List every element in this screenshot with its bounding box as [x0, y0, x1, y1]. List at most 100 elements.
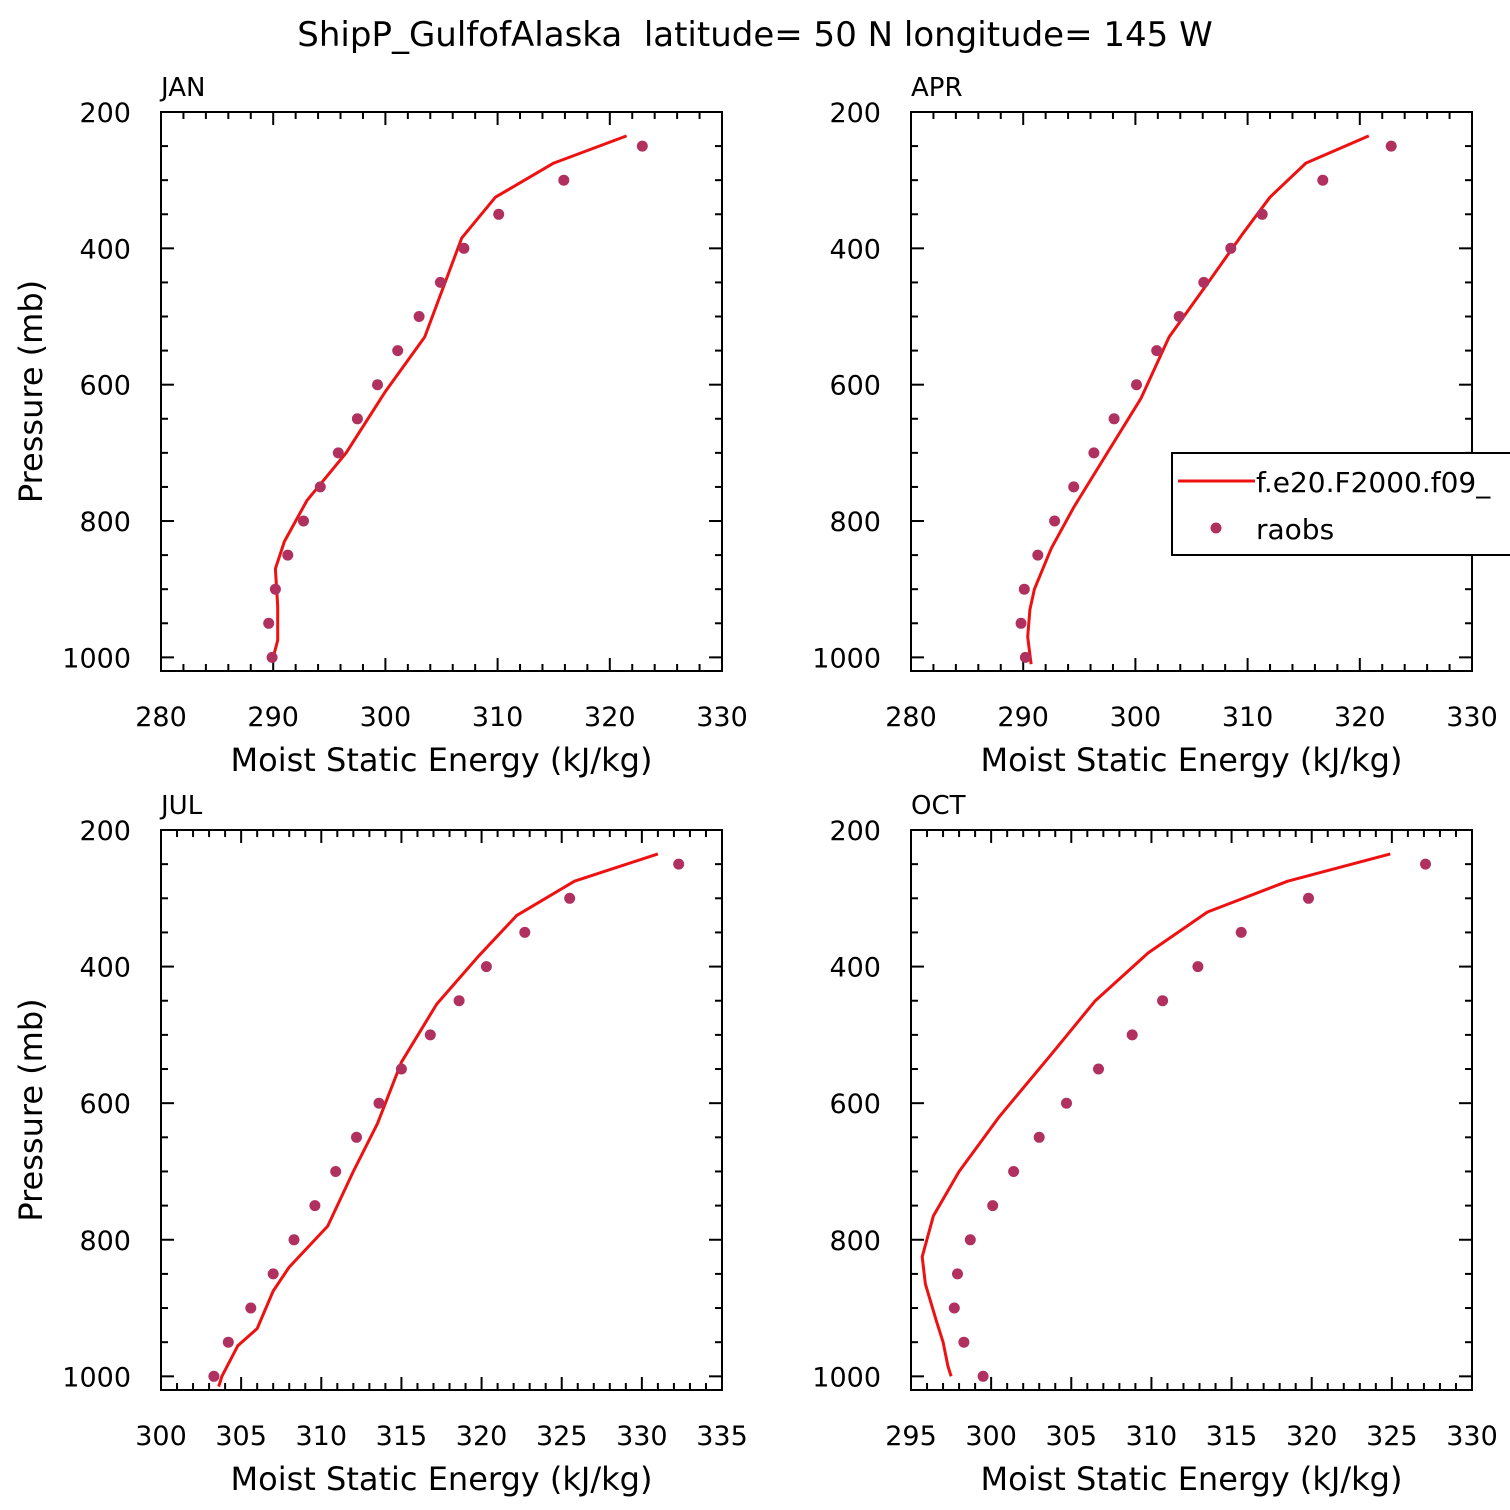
x-tick-label: 325 [1366, 1421, 1418, 1452]
obs-point [222, 1336, 234, 1348]
y-tick-label: 1000 [62, 643, 131, 674]
obs-point [373, 1097, 385, 1109]
obs-point [263, 617, 275, 629]
panel-label: JAN [159, 73, 205, 103]
obs-point [1015, 617, 1027, 629]
obs-point [558, 174, 570, 186]
obs-point [1317, 174, 1329, 186]
obs-point [519, 926, 531, 938]
x-tick-label: 290 [997, 702, 1049, 733]
y-tick-label: 600 [79, 1089, 131, 1120]
x-tick-label: 315 [1206, 1421, 1258, 1452]
y-tick-label: 600 [79, 371, 131, 402]
obs-point [309, 1200, 321, 1212]
y-tick-label: 1000 [812, 1362, 881, 1393]
panel-label: APR [911, 73, 963, 103]
y-tick-label: 200 [79, 816, 131, 847]
obs-point [434, 276, 446, 288]
obs-point [267, 1268, 279, 1280]
x-tick-label: 300 [360, 702, 412, 733]
legend-obs-label: raobs [1256, 513, 1334, 546]
plot-frame [910, 111, 1473, 672]
obs-point [1061, 1097, 1072, 1109]
obs-point [1093, 1063, 1104, 1075]
y-tick-label: 400 [829, 953, 881, 984]
obs-point [1018, 583, 1030, 595]
y-tick-label: 200 [829, 816, 881, 847]
x-tick-label: 305 [215, 1421, 267, 1452]
obs-point [288, 1234, 300, 1246]
obs-point [453, 995, 465, 1007]
figure-title: ShipP_GulfofAlaska latitude= 50 N longit… [297, 15, 1212, 55]
panel-label: JUL [159, 791, 203, 821]
obs-point [1019, 651, 1031, 663]
x-axis-label: Moist Static Energy (kJ/kg) [231, 1460, 653, 1498]
obs-point [1126, 1029, 1138, 1041]
obs-point [269, 583, 281, 595]
model-line [1026, 134, 1370, 665]
obs-point [1068, 481, 1080, 493]
x-tick-label: 290 [247, 702, 299, 733]
model-line [271, 134, 628, 658]
x-axis-label: Moist Static Energy (kJ/kg) [981, 1460, 1403, 1498]
x-tick-label: 310 [1222, 702, 1274, 733]
obs-point [1131, 379, 1142, 391]
legend-obs-marker [1210, 522, 1222, 534]
obs-point [1173, 311, 1185, 322]
y-tick-label: 1000 [812, 643, 881, 674]
obs-point [413, 311, 425, 322]
obs-point [351, 413, 363, 425]
obs-point [1032, 549, 1044, 561]
obs-point [208, 1370, 220, 1382]
y-axis-label: Pressure (mb) [12, 280, 50, 503]
y-tick-label: 600 [829, 371, 881, 402]
y-tick-label: 1000 [62, 1362, 131, 1393]
x-tick-label: 330 [1446, 1421, 1498, 1452]
x-tick-label: 300 [135, 1421, 187, 1452]
obs-point [330, 1166, 342, 1177]
obs-point [977, 1370, 989, 1382]
obs-point [964, 1234, 976, 1246]
x-tick-label: 310 [472, 702, 524, 733]
y-tick-label: 800 [79, 507, 131, 538]
panels-group: JAN 280 290 300 310 320 330 200 400 600 800 1000 Moi… [12, 73, 1498, 1498]
panel-jan: JAN 280 290 300 310 320 330 200 400 600 800 1000 Moi… [12, 73, 748, 779]
obs-point [1256, 208, 1268, 220]
obs-point [1385, 140, 1397, 152]
x-tick-label: 325 [536, 1421, 588, 1452]
obs-point [266, 651, 278, 663]
obs-point [958, 1336, 970, 1348]
y-tick-label: 800 [829, 1226, 881, 1257]
y-tick-label: 200 [829, 98, 881, 129]
x-axis-label: Moist Static Energy (kJ/kg) [231, 741, 653, 779]
obs-point [245, 1302, 257, 1314]
obs-point [673, 858, 685, 870]
obs-point [332, 447, 344, 459]
obs-point [1420, 858, 1431, 870]
panel-label: OCT [911, 791, 966, 821]
x-tick-label: 315 [376, 1421, 428, 1452]
obs-point [314, 481, 326, 493]
obs-point [282, 549, 294, 561]
obs-point [1192, 961, 1204, 973]
obs-point [952, 1268, 963, 1280]
obs-point [1049, 515, 1061, 527]
obs-point [564, 892, 576, 904]
legend-model-label: f.e20.F2000.f09_ [1256, 466, 1491, 499]
x-tick-label: 305 [1046, 1421, 1098, 1452]
panel-apr: APR 280 290 300 310 320 330 200 400 600 800 1000 Moi… [812, 73, 1497, 779]
x-tick-label: 320 [1334, 702, 1386, 733]
x-tick-label: 320 [456, 1421, 508, 1452]
obs-point [1225, 242, 1237, 254]
legend: f.e20.F2000.f09_ raobs [1171, 452, 1510, 556]
obs-point [1151, 345, 1163, 357]
x-tick-label: 295 [885, 1421, 937, 1452]
y-tick-label: 800 [79, 1226, 131, 1257]
obs-point [1157, 995, 1169, 1007]
y-tick-label: 800 [829, 507, 881, 538]
obs-point [948, 1302, 960, 1314]
panel-jul: JUL 300 305 310 315 320 325 330 335 200 400 600 800 1… [12, 791, 748, 1498]
obs-point [987, 1200, 999, 1212]
y-tick-label: 400 [829, 234, 881, 265]
